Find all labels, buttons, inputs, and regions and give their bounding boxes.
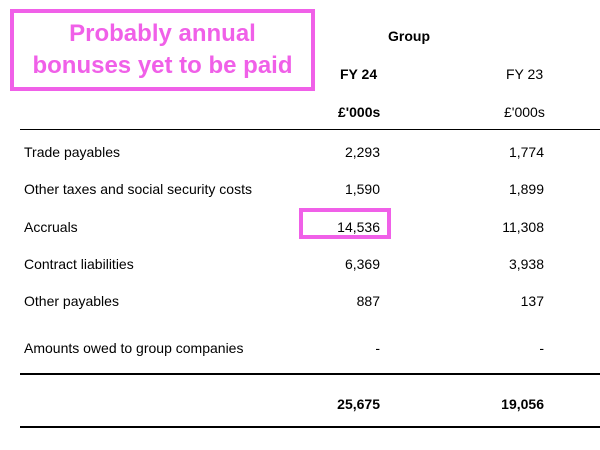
row-label-contract-liabilities: Contract liabilities (24, 256, 134, 272)
row-label-other-taxes: Other taxes and social security costs (24, 181, 252, 197)
row-value-fy24: - (375, 340, 380, 356)
row-value-fy23: 11,308 (502, 219, 544, 235)
row-value-fy23: 1,899 (508, 181, 544, 197)
row-value-fy24: 14,536 (337, 219, 380, 235)
row-label-other-payables: Other payables (24, 293, 119, 309)
unit-header-fy23: £'000s (504, 104, 545, 120)
total-top-rule (20, 373, 600, 375)
row-value-fy24: 887 (356, 293, 380, 309)
column-header-fy24: FY 24 (340, 66, 378, 82)
row-value-fy24: 2,293 (344, 144, 380, 160)
total-value-fy24: 25,675 (337, 396, 380, 412)
row-value-fy23: 3,938 (508, 256, 544, 272)
row-value-fy24: 1,590 (344, 181, 380, 197)
annotation-line-2: bonuses yet to be paid (32, 52, 293, 79)
total-bottom-rule (20, 426, 600, 428)
total-value-fy23: 19,056 (501, 396, 544, 412)
column-header-fy23: FY 23 (506, 66, 544, 82)
row-value-fy24: 6,369 (344, 256, 380, 272)
row-label-accruals: Accruals (24, 219, 78, 235)
annotation-callout: Probably annual bonuses yet to be paid (10, 9, 315, 91)
row-value-fy23: - (539, 340, 544, 356)
accruals-highlight-box (299, 208, 391, 239)
row-label-trade-payables: Trade payables (24, 144, 120, 160)
row-value-fy23: 137 (520, 293, 544, 309)
row-label-group-companies: Amounts owed to group companies (24, 340, 244, 356)
annotation-line-1: Probably annual (69, 20, 256, 47)
column-group-header: Group (388, 28, 430, 44)
header-divider (20, 129, 600, 130)
unit-header-fy24: £'000s (338, 104, 381, 120)
row-value-fy23: 1,774 (508, 144, 544, 160)
